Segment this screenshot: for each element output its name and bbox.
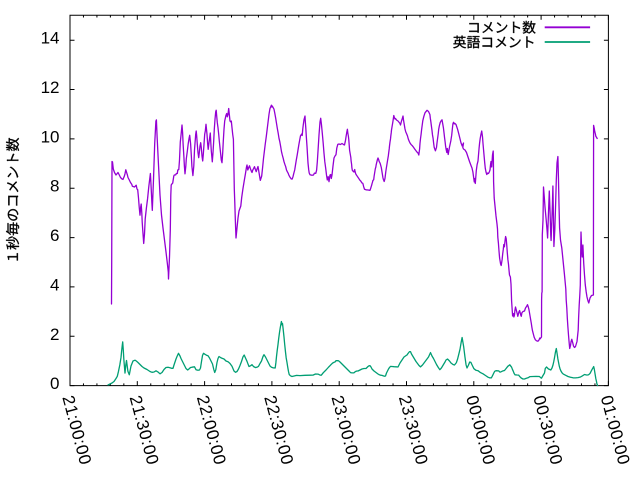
svg-text:2: 2 [50,325,59,344]
svg-text:8: 8 [50,177,59,196]
svg-text:14: 14 [41,29,60,48]
svg-text:12: 12 [41,78,60,97]
svg-text:6: 6 [50,226,59,245]
svg-text:0: 0 [50,374,59,393]
svg-text:10: 10 [41,127,60,146]
svg-text:4: 4 [50,275,59,294]
